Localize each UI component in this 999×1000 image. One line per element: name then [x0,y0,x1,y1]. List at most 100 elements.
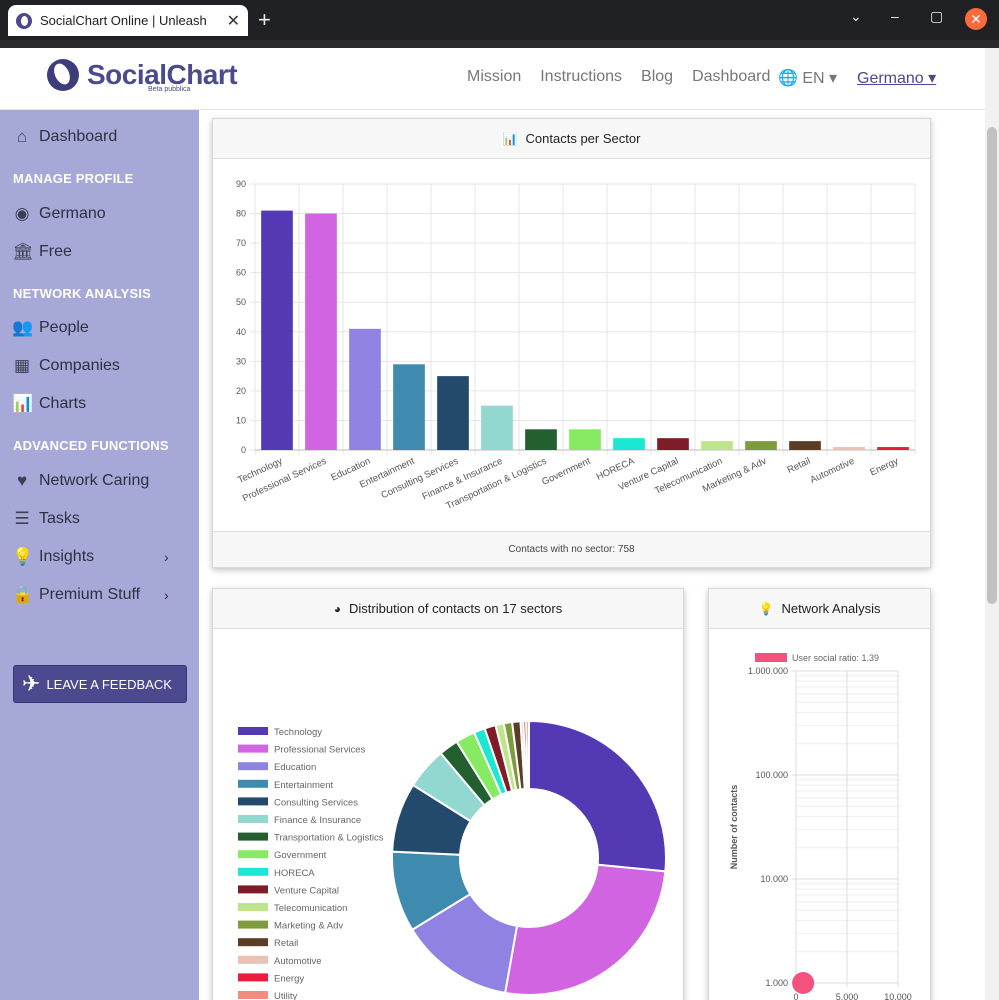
data-point [792,972,815,994]
bar [657,438,689,450]
bar [833,447,865,450]
legend-label: Automotive [274,956,322,967]
legend-swatch [238,850,268,859]
legend-label: Transportation & Logistics [274,833,384,844]
legend-label: Energy [274,973,304,984]
no-sector-count: Contacts with no sector: 758 [508,544,635,555]
minimize-button[interactable]: – [891,8,899,24]
y-tick-label: 40 [236,327,246,337]
pie-slice [503,863,667,996]
nav-dashboard[interactable]: Dashboard [692,68,771,85]
y-axis-label: Number of contacts [729,785,739,870]
scrollbar-thumb[interactable] [987,127,997,604]
feedback-label: LEAVE A FEEDBACK [46,676,172,692]
sidebar-item-label: Premium Stuff [39,586,141,603]
top-navbar: SocialChart Beta pubblica Mission Instru… [0,48,985,110]
bar [745,441,777,450]
bar [349,328,381,450]
pie-chart-icon: ◕ [333,601,342,616]
lightbulb-icon: 💡 [12,547,34,566]
user-circle-icon: ◉ [14,204,30,223]
card-header: 💡 Network Analysis [709,589,930,629]
language-dropdown[interactable]: 🌐 EN ▾ [778,70,838,87]
legend-label: Professional Services [274,745,366,756]
legend-swatch [238,991,268,999]
bar-chart-icon: 📊 [12,394,34,413]
y-tick-label: 20 [236,386,246,396]
chevron-right-icon: › [164,587,169,603]
logo[interactable]: SocialChart [47,59,238,91]
sidebar-item-label: Companies [39,357,120,374]
y-tick-label: 10 [236,415,246,425]
legend-label: Telecomunication [274,903,347,914]
lock-icon: 🔒 [12,585,34,604]
bar [305,213,337,450]
legend-label: Retail [274,938,298,949]
distribution-donut-chart: Technology Professional Services Education… [238,719,667,1000]
main-content: 📊 Contacts per Sector 0 10 20 30 40 50 60 70 80 9… [199,110,985,1000]
sidebar-item-dashboard[interactable]: ⌂ Dashboard [12,127,117,147]
sidebar-item-charts[interactable]: 📊 Charts [12,394,86,414]
browser-tab[interactable]: SocialChart Online | Unleash ✕ [8,5,248,36]
page-scrollbar[interactable] [985,48,999,1000]
legend-swatch [238,762,268,771]
legend-label: Marketing & Adv [274,921,343,932]
bar [393,364,425,450]
beta-label: Beta pubblica [148,86,191,93]
y-tick-label: 60 [236,268,246,278]
sidebar-item-label: Network Caring [39,472,150,489]
main-nav: Mission Instructions Blog Dashboard [467,68,789,86]
x-tick-label: 5.000 [836,992,859,1000]
card-title: Distribution of contacts on 17 sectors [349,601,563,616]
legend-swatch [238,903,268,911]
legend-swatch [238,832,268,841]
card-header: ◕ Distribution of contacts on 17 sectors [213,589,683,629]
nav-mission[interactable]: Mission [467,68,522,85]
sidebar-item-plan[interactable]: 🏛 Free [12,242,72,262]
sidebar-item-premium[interactable]: 🔒 Premium Stuff › [12,585,169,605]
section-heading-network-analysis: NETWORK ANALYSIS [13,286,152,301]
x-tick-label: 0 [793,992,798,1000]
x-tick-label: Retail [786,456,813,476]
sidebar: ⌂ Dashboard MANAGE PROFILE ◉ Germano 🏛 F… [0,110,199,1000]
new-tab-button[interactable]: + [258,7,271,32]
sidebar-item-network-caring[interactable]: ♥ Network Caring [12,471,149,491]
x-tick-label: Government [540,456,592,488]
leave-feedback-button[interactable]: ✈ LEAVE A FEEDBACK [13,665,187,703]
sidebar-item-insights[interactable]: 💡 Insights › [12,547,169,567]
sidebar-item-profile[interactable]: ◉ Germano [12,204,106,224]
bar [261,210,293,450]
legend-label: Finance & Insurance [274,815,361,826]
sidebar-item-label: Insights [39,548,95,565]
home-icon: ⌂ [16,127,28,146]
legend-swatch [238,744,268,753]
logo-text: SocialChart [87,59,238,90]
y-tick-label: 30 [236,356,246,366]
sidebar-item-tasks[interactable]: ☰ Tasks [12,509,80,529]
users-icon: 👥 [12,318,34,337]
network-scatter-chart: User social ratio: 1.39 1.000 10.000 100.00… [729,653,912,1000]
nav-blog[interactable]: Blog [641,68,674,85]
section-heading-advanced-functions: ADVANCED FUNCTIONS [13,438,169,453]
y-tick-label: 10.000 [760,874,788,884]
legend-label: Government [274,850,327,861]
sector-bar-chart: 0102030405060708090TechnologyProfessiona… [236,179,916,512]
legend-label: Technology [274,727,322,738]
y-tick-label: 90 [236,179,246,189]
legend-swatch [755,653,787,662]
legend-label: Entertainment [274,780,334,791]
legend-swatch [238,973,268,982]
maximize-button[interactable]: ▢ [930,8,944,24]
sidebar-item-people[interactable]: 👥 People [12,318,89,338]
tab-search-dropdown-icon[interactable]: ⌄ [850,8,862,24]
sidebar-item-companies[interactable]: ▦ Companies [12,356,120,376]
nav-instructions[interactable]: Instructions [540,68,623,85]
card-footer: Contacts with no sector: 758 [213,531,930,567]
lightbulb-icon: 💡 [758,601,774,616]
legend-swatch [238,815,268,823]
close-window-button[interactable]: ✕ [965,8,987,30]
close-tab-icon[interactable]: ✕ [226,12,240,30]
pie-slice [528,719,667,873]
legend-swatch [238,938,268,947]
user-menu[interactable]: Germano ▾ [857,70,937,87]
